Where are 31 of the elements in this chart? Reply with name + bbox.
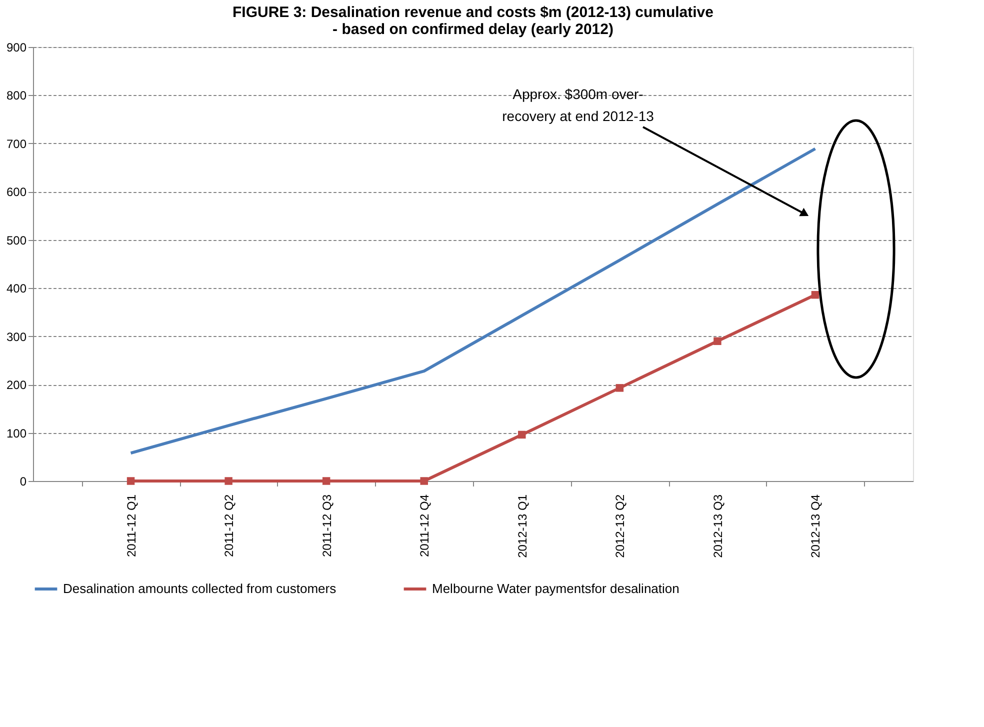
legend-label: Desalination amounts collected from customers xyxy=(63,581,337,596)
chart-title: FIGURE 3: Desalination revenue and costs $m (2012-13) cumulative - based on confirmed delay (early 2012) xyxy=(232,4,714,38)
y-tick-label: 400 xyxy=(6,282,27,296)
point xyxy=(714,337,722,346)
y-tick-label: 700 xyxy=(6,136,27,151)
x-tick-label: 2012-13 Q3 xyxy=(710,494,725,558)
y-tick-label: 500 xyxy=(6,233,27,248)
legend-label: Melbourne Water paymentsfor desalination xyxy=(432,581,680,596)
point xyxy=(224,477,232,485)
x-tick-label: 2012-13 Q2 xyxy=(613,494,628,558)
x-tick-label: 2011-12 Q3 xyxy=(320,494,334,557)
y-tick-label: 200 xyxy=(6,378,27,392)
y-tick-label: 300 xyxy=(6,330,27,344)
y-tick-label: 0 xyxy=(20,474,27,488)
point xyxy=(322,477,330,485)
x-tick-label: 2012-13 Q4 xyxy=(808,494,823,558)
annotation: Approx. $300m over- recovery at end 2012-13 xyxy=(502,86,654,124)
point xyxy=(420,477,428,485)
point xyxy=(811,290,820,299)
x-tick-label: 2011-12 Q2 xyxy=(222,494,236,557)
point xyxy=(518,430,526,439)
point xyxy=(126,477,135,485)
point xyxy=(616,384,624,392)
x-tick-label: 2012-13 Q1 xyxy=(515,494,530,558)
y-tick-label: 900 xyxy=(6,40,27,54)
line-series xyxy=(129,147,817,455)
x-tick-label: 2011-12 Q4 xyxy=(418,494,432,557)
y-tick-label: 600 xyxy=(6,185,27,200)
y-tick-label: 100 xyxy=(6,426,27,440)
x-tick-label: 2011-12 Q1 xyxy=(124,494,138,557)
y-tick-label: 800 xyxy=(6,88,27,103)
